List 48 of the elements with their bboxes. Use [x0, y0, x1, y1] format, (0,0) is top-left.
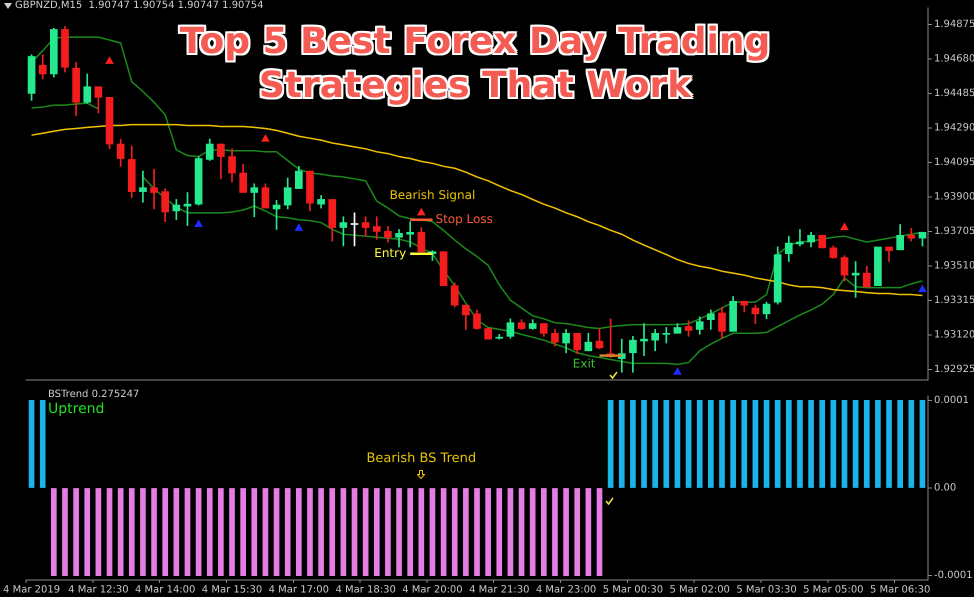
x-tick-label: 4 Mar 15:30 — [202, 584, 262, 596]
x-tick-label: 4 Mar 12:30 — [68, 584, 129, 596]
point — [840, 223, 848, 230]
point — [194, 220, 203, 228]
x-tick-label: 4 Mar 23:00 — [536, 584, 596, 596]
y-tick-label: 1.93705 — [934, 226, 974, 238]
candlestick — [395, 229, 403, 248]
x-tick-label: 4 Mar 18:30 — [335, 584, 396, 596]
x-tick-label: 5 Mar 06:30 — [870, 584, 930, 596]
y-tick-label: 1.94485 — [934, 88, 974, 100]
chart-subtitle: GBPNZD,M15 1.90747 1.90754 1.90747 1.90754 — [15, 0, 264, 11]
x-tick-label: 4 Mar 17:00 — [268, 584, 330, 596]
series-label: Entry — [374, 246, 406, 260]
y-tick-label: 1.94095 — [934, 157, 974, 168]
candlestick — [350, 212, 358, 246]
y-tick-label: -0.0001 — [934, 570, 973, 582]
annotation: Bearish Signal — [390, 188, 476, 202]
point — [918, 285, 926, 292]
y-tick-label: 1.94875 — [934, 19, 974, 30]
series-label: Exit — [572, 356, 596, 371]
candlestick — [640, 323, 648, 356]
series-label: Stop Loss — [435, 212, 493, 226]
point — [261, 134, 270, 142]
y-tick-label: 1.92925 — [934, 364, 974, 375]
x-tick-label: 4 Mar 21:30 — [469, 584, 530, 596]
point — [673, 368, 682, 375]
y-tick-label: 0.0001 — [934, 394, 969, 406]
text: Top 5 Best Forex Day Trading Strategies That Work — [178, 20, 772, 108]
x-tick-label: 4 Mar 2019 — [3, 584, 60, 596]
x-tick-label: 4 Mar 14:00 — [134, 584, 196, 596]
candlestick — [272, 200, 280, 230]
candlestick — [139, 170, 147, 203]
y-tick-label: 0.00 — [934, 482, 956, 494]
x-tick-label: 5 Mar 05:00 — [803, 584, 864, 596]
y-tick-label: 1.93315 — [934, 294, 974, 306]
point — [106, 56, 114, 64]
candlestick — [184, 192, 192, 226]
annotation: Uptrend — [48, 401, 104, 417]
x-tick-label: 5 Mar 00:30 — [602, 584, 664, 596]
annotation: Bearish BS Trend — [366, 451, 476, 466]
x-tick-label: 4 Mar 20:00 — [402, 584, 463, 596]
chart-title: BSTrend 0.275247 — [48, 389, 140, 400]
candlestick — [150, 168, 158, 210]
point — [294, 224, 303, 231]
x-tick-label: 5 Mar 03:30 — [736, 584, 797, 596]
x-tick-label: 5 Mar 02:00 — [670, 584, 730, 596]
point — [417, 208, 426, 216]
candlestick — [796, 229, 804, 246]
